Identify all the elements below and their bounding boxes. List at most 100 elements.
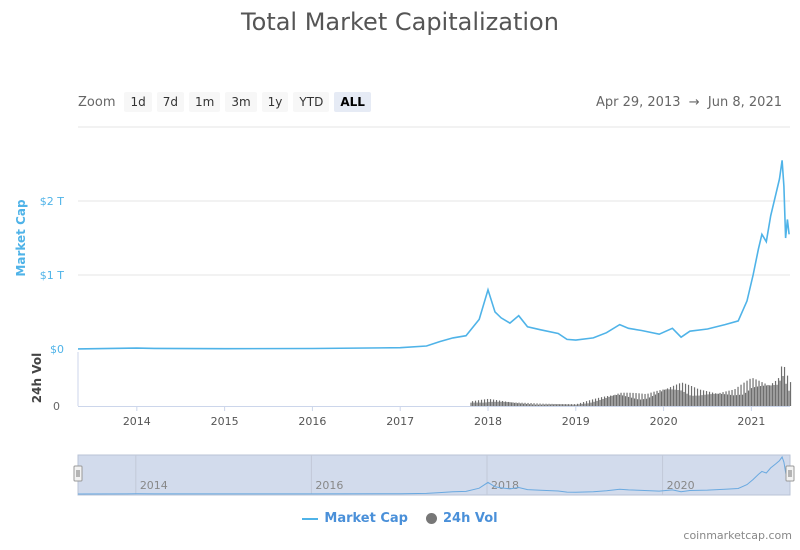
volume-bar	[642, 399, 645, 406]
volume-bar	[662, 389, 664, 406]
volume-bar	[557, 404, 559, 406]
volume-bar	[597, 397, 600, 406]
volume-bar	[570, 404, 573, 406]
volume-bar	[630, 397, 633, 406]
volume-bar	[695, 395, 697, 406]
volume-bar	[623, 392, 625, 406]
volume-bar	[543, 404, 546, 406]
volume-bar	[785, 383, 787, 406]
volume-bar	[750, 388, 753, 406]
volume-bar	[585, 401, 588, 406]
volume-bar	[581, 403, 583, 406]
volume-bar	[626, 392, 628, 406]
volume-bar	[729, 394, 732, 406]
volume-bar	[689, 395, 691, 406]
volume-bar	[714, 393, 717, 406]
volume-bar	[635, 393, 637, 406]
volume-bar	[582, 402, 585, 406]
volume-bar	[674, 389, 676, 406]
volume-bar	[488, 401, 490, 406]
volume-bar	[744, 392, 747, 406]
navigator-handle-right[interactable]	[785, 465, 795, 482]
volume-bar	[761, 382, 763, 406]
volume-bar	[512, 402, 514, 406]
zoom-1d-button[interactable]: 1d	[124, 92, 152, 112]
zoom-all-button[interactable]: ALL	[334, 92, 371, 112]
legend-market-cap[interactable]: Market Cap	[302, 511, 408, 526]
volume-bar	[651, 396, 654, 406]
volume-bar	[753, 387, 756, 406]
legend-market-cap-label: Market Cap	[324, 511, 408, 526]
volume-bar	[477, 400, 480, 406]
volume-bar	[641, 393, 643, 406]
zoom-ytd-button[interactable]: YTD	[293, 92, 330, 112]
volume-bar	[653, 391, 655, 406]
volume-bar	[663, 389, 666, 406]
volume-bar	[740, 384, 742, 406]
volume-bar	[743, 382, 745, 406]
volume-bar	[539, 403, 541, 406]
volume-bar	[615, 395, 618, 406]
volume-bar	[576, 403, 579, 406]
volume-bar	[731, 389, 733, 406]
volume-bar	[524, 402, 526, 406]
volume-bar	[510, 402, 513, 406]
volume-bar	[737, 386, 739, 406]
volume-bar	[600, 397, 603, 406]
volume-bar	[578, 404, 580, 406]
volume-bar	[636, 399, 639, 406]
volume-bar	[648, 397, 651, 406]
legend-volume[interactable]: 24h Vol	[425, 511, 498, 526]
volume-bar	[537, 404, 540, 406]
volume-bar	[491, 401, 493, 406]
range-to[interactable]: Jun 8, 2021	[707, 95, 782, 110]
volume-bar	[732, 395, 735, 406]
volume-bar	[779, 380, 781, 406]
navigator-window	[77, 454, 791, 496]
volume-bar	[666, 388, 669, 406]
navigator-tick-label: 2018	[491, 479, 519, 492]
volume-bar	[621, 395, 624, 406]
volume-bar	[723, 394, 726, 406]
volume-bar	[564, 404, 567, 406]
volume-bar	[555, 404, 558, 406]
volume-bar	[633, 398, 636, 406]
volume-bar	[495, 400, 498, 406]
volume-bar	[558, 404, 561, 406]
zoom-label: Zoom	[78, 94, 116, 110]
volume-bar	[665, 389, 667, 406]
volume-bar	[770, 385, 772, 406]
volume-bar	[776, 384, 778, 406]
volume-bar	[519, 403, 522, 406]
volume-bar	[572, 404, 574, 406]
volume-bar	[516, 403, 519, 406]
zoom-3m-button[interactable]: 3m	[225, 92, 257, 112]
volume-bar	[587, 403, 589, 406]
volume-bar	[498, 400, 501, 406]
zoom-1m-button[interactable]: 1m	[189, 92, 221, 112]
volume-bar	[482, 402, 484, 406]
volume-bar	[783, 366, 786, 406]
volume-bar	[479, 402, 481, 406]
watermark: coinmarketcap.com	[683, 529, 792, 542]
line-icon	[302, 517, 319, 520]
y-tick-label: $0	[50, 343, 64, 356]
volume-bar	[473, 402, 475, 406]
volume-bar	[746, 380, 748, 406]
volume-bar	[690, 386, 693, 406]
y2-tick-label: 0	[53, 400, 60, 413]
volume-bar	[476, 402, 478, 406]
volume-bar	[758, 380, 760, 406]
range-from[interactable]: Apr 29, 2013	[595, 95, 681, 110]
volume-bar	[611, 395, 613, 406]
volume-bar	[755, 379, 757, 406]
volume-bar	[603, 396, 606, 406]
zoom-7d-button[interactable]: 7d	[156, 92, 185, 112]
navigator-handle-left[interactable]	[73, 465, 83, 482]
volume-bar	[782, 376, 784, 406]
volume-bar	[522, 403, 525, 406]
volume-bar	[591, 399, 594, 406]
zoom-1y-button[interactable]: 1y	[261, 92, 289, 112]
volume-bar	[657, 392, 660, 406]
volume-bar	[594, 398, 597, 406]
